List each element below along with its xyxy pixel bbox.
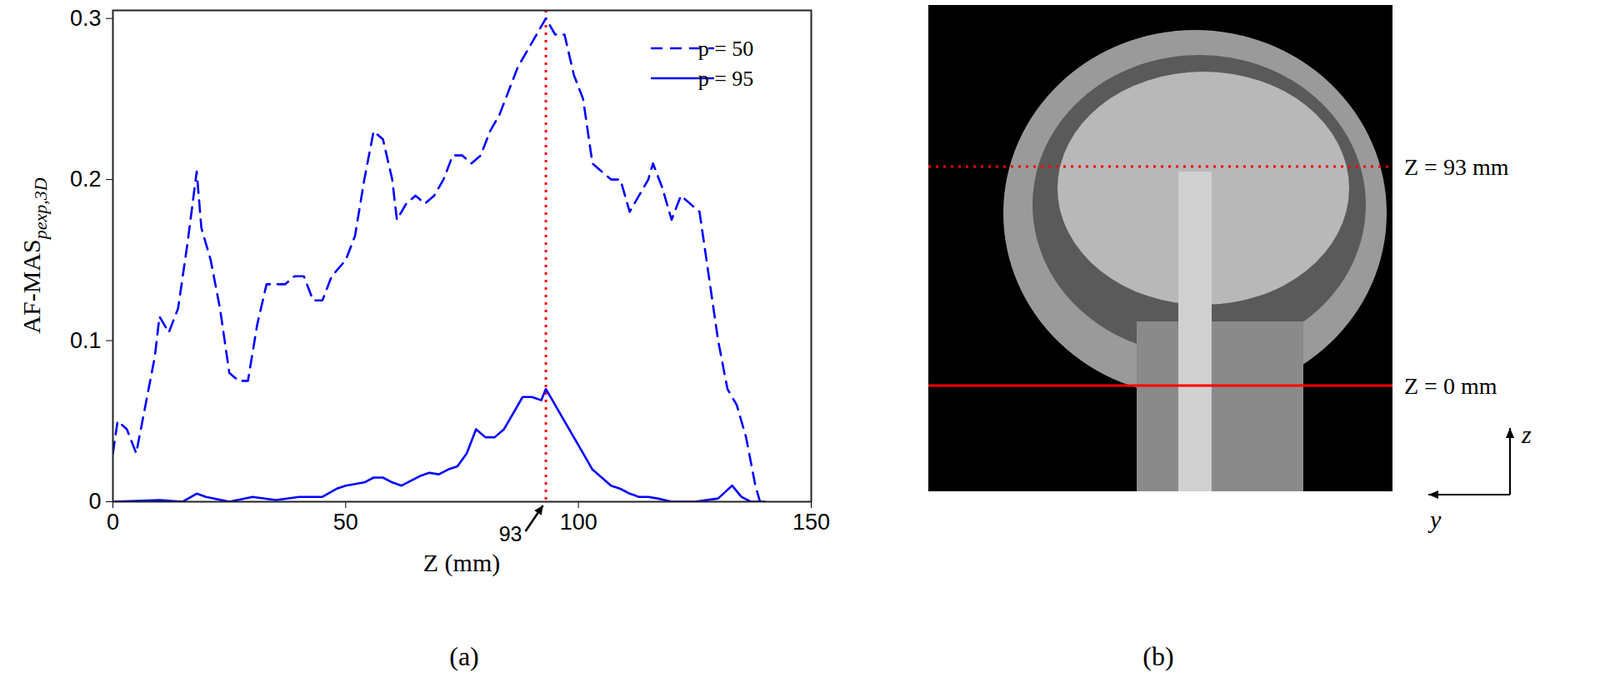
html-text:(a): (a) — [449, 641, 479, 672]
svg-text:100: 100 — [560, 510, 598, 535]
svg-text:0.2: 0.2 — [70, 166, 102, 192]
svg-text:93: 93 — [499, 522, 523, 546]
svg-text:0.3: 0.3 — [70, 5, 102, 31]
svg-text:Z (mm): Z (mm) — [423, 549, 500, 578]
svg-text:0: 0 — [106, 510, 120, 535]
svg-text:50: 50 — [333, 510, 359, 535]
svg-text:AF-MASpexp,3D: AF-MASpexp,3D — [17, 177, 51, 334]
svg-text:z: z — [1520, 420, 1532, 449]
svg-text:p = 50: p = 50 — [698, 36, 755, 61]
svg-text:Z = 0 mm: Z = 0 mm — [1404, 373, 1498, 400]
svg-text:p = 95: p = 95 — [698, 66, 755, 91]
svg-text:y: y — [1427, 505, 1442, 534]
svg-text:0: 0 — [88, 489, 101, 515]
html-text:(b): (b) — [1142, 641, 1174, 672]
svg-text:0.1: 0.1 — [70, 328, 102, 354]
svg-text:150: 150 — [792, 510, 830, 535]
svg-text:Z = 93 mm: Z = 93 mm — [1404, 154, 1510, 180]
